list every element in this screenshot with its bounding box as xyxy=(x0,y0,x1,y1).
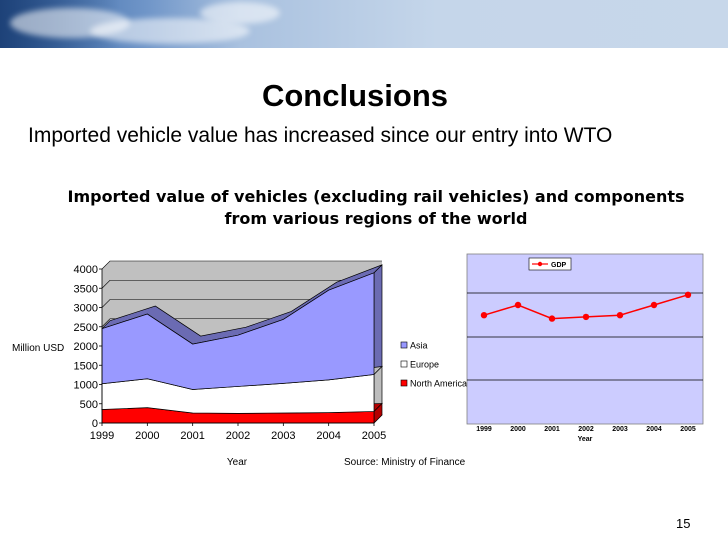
x-tick-label: 2004 xyxy=(316,430,340,442)
chart-title: Imported value of vehicles (excluding ra… xyxy=(67,187,685,228)
y-tick-label: 2500 xyxy=(74,322,98,334)
legend-box xyxy=(399,336,457,396)
x-tick-label: 2000 xyxy=(135,430,159,442)
gdp-point xyxy=(548,315,556,322)
gridline xyxy=(101,260,382,270)
gdp-x-tick-label: 1999 xyxy=(476,426,492,433)
gdp-point xyxy=(582,313,590,321)
y-tick-label: 3500 xyxy=(74,283,98,295)
legend-swatch xyxy=(400,379,408,387)
x-tick-label: 2005 xyxy=(362,430,386,442)
legend-label: North America xyxy=(410,379,467,389)
legend-swatch xyxy=(400,360,408,368)
gdp-legend-box xyxy=(528,257,572,271)
gdp-legend-label: GDP xyxy=(551,262,567,269)
legend-label: Asia xyxy=(410,341,428,351)
gdp-point xyxy=(480,312,488,319)
legend-label: Europe xyxy=(410,360,439,370)
gdp-x-tick-label: 2000 xyxy=(510,426,526,433)
x-tick-label: 1999 xyxy=(90,430,114,442)
gdp-point xyxy=(684,291,692,298)
sky-banner xyxy=(0,0,728,48)
slide-subtitle: Imported vehicle value has increased sin… xyxy=(28,124,613,147)
legend-swatch xyxy=(400,341,408,349)
gdp-legend-marker xyxy=(537,261,543,267)
gdp-point xyxy=(514,301,522,309)
page-number: 15 xyxy=(676,516,691,531)
x-tick-label: 2001 xyxy=(180,430,204,442)
gridline xyxy=(101,299,382,308)
y-tick-label: 500 xyxy=(80,399,98,411)
gdp-x-tick-label: 2003 xyxy=(612,426,628,433)
gdp-x-tick-label: 2001 xyxy=(544,426,560,433)
gdp-x-tick-label: 2004 xyxy=(646,426,662,433)
area-asia xyxy=(101,272,375,390)
y-tick-label: 3000 xyxy=(74,303,98,315)
gdp-x-tick-label: 2002 xyxy=(578,426,594,433)
y-tick-label: 0 xyxy=(92,418,98,430)
gridline xyxy=(101,279,382,289)
y-tick-label: 2000 xyxy=(74,341,98,353)
gdp-plot-area xyxy=(466,253,704,425)
gdp-x-tick-label: 2005 xyxy=(680,426,696,433)
x-tick-label: 2003 xyxy=(271,430,295,442)
gdp-legend: GDP xyxy=(528,257,572,271)
gdp-point xyxy=(616,312,624,319)
y-tick-label: 4000 xyxy=(74,264,98,276)
area-legend: Asia Europe North America xyxy=(399,336,467,396)
gdp-x-axis-label: Year xyxy=(578,436,593,443)
x-tick-label: 2002 xyxy=(226,430,250,442)
y-tick-label: 1500 xyxy=(74,360,98,372)
x-axis-label: Year xyxy=(227,457,248,468)
y-tick-label: 1000 xyxy=(74,380,98,392)
gdp-point xyxy=(650,301,658,309)
y-axis-label: Million USD xyxy=(12,343,64,354)
slide-title: Conclusions xyxy=(261,78,448,113)
source-note: Source: Ministry of Finance xyxy=(344,457,466,468)
